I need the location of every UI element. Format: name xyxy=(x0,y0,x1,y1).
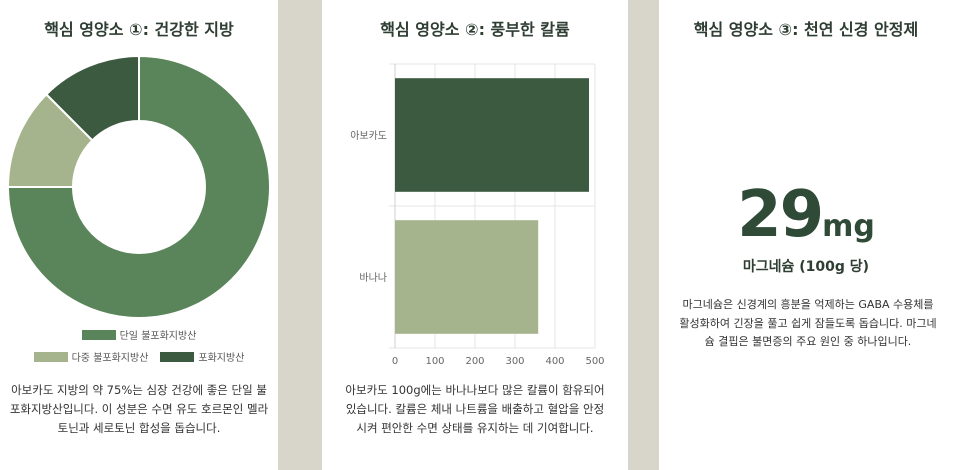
tick-label: 400 xyxy=(545,356,564,367)
donut-slice xyxy=(44,54,140,142)
legend-row-1: 단일 불포화지방산 xyxy=(0,327,278,342)
magnesium-value: 29mg xyxy=(659,178,953,252)
tick-label: 200 xyxy=(465,356,484,367)
legend-item: 포화지방산 xyxy=(160,349,244,364)
donut-chart xyxy=(6,54,271,319)
category-label: 아보카도 xyxy=(350,130,387,142)
donut-slice xyxy=(6,54,271,319)
stat-unit: mg xyxy=(822,209,875,244)
legend-swatch xyxy=(160,351,195,362)
legend-swatch xyxy=(33,351,68,362)
category-label: 바나나 xyxy=(359,272,387,284)
legend-label: 단일 불포화지방산 xyxy=(119,331,197,342)
card-healthy-fat: 핵심 영양소 ①: 건강한 지방 단일 불포화지방산 다중 불포화지방산 포화지… xyxy=(0,0,278,470)
bar xyxy=(395,220,539,334)
stat-number: 29 xyxy=(737,178,824,252)
card-description: 아보카도 100g에는 바나나보다 많은 칼륨이 함유되어 있습니다. 칼륨은 … xyxy=(345,383,605,435)
legend-swatch xyxy=(81,329,116,340)
legend-label: 다중 불포화지방산 xyxy=(71,353,149,364)
legend-item: 단일 불포화지방산 xyxy=(81,327,197,342)
tick-label: 100 xyxy=(425,356,444,367)
card-description: 아보카도 지방의 약 75%는 심장 건강에 좋은 단일 불포화지방산입니다. … xyxy=(9,383,269,435)
card-title: 핵심 영양소 ①: 건강한 지방 xyxy=(44,20,234,39)
legend-row-2: 다중 불포화지방산 포화지방산 xyxy=(0,349,278,364)
card-title: 핵심 영양소 ②: 풍부한 칼륨 xyxy=(380,20,570,39)
card-title: 핵심 영양소 ③: 천연 신경 안정제 xyxy=(693,20,919,39)
stat-subtitle: 마그네슘 (100g 당) xyxy=(742,259,870,275)
card-magnesium: 핵심 영양소 ③: 천연 신경 안정제 29mg 마그네슘 (100g 당) 마… xyxy=(659,0,953,470)
legend-label: 포화지방산 xyxy=(198,353,245,364)
tick-label: 300 xyxy=(505,356,524,367)
tick-label: 0 xyxy=(392,356,398,367)
tick-label: 500 xyxy=(585,356,604,367)
legend-item: 다중 불포화지방산 xyxy=(33,349,149,364)
bar xyxy=(395,78,589,192)
card-description: 마그네슘은 신경계의 흥분을 억제하는 GABA 수용체를 활성화하여 긴장을 … xyxy=(679,298,937,348)
